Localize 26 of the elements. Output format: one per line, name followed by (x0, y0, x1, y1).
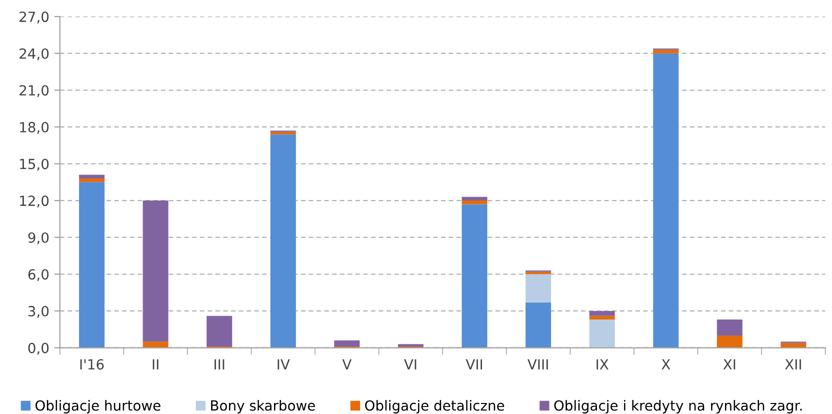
x-tick-label: IX (596, 359, 608, 370)
legend-label: Obligacje detaliczne (365, 400, 504, 414)
y-tick-label: 3,0 (28, 306, 49, 318)
x-tick-label: II (152, 359, 158, 370)
y-tick-label: 9,0 (28, 232, 49, 244)
legend-label: Obligacje hurtowe (35, 400, 160, 414)
x-tick-label: VI (404, 359, 416, 370)
x-tick-label: III (214, 359, 224, 370)
legend-label: Bony skarbowe (211, 400, 315, 414)
y-tick-label: 27,0 (20, 12, 49, 24)
y-tick-label: 24,0 (20, 48, 49, 60)
y-tick-label: 18,0 (20, 122, 49, 134)
y-tick-label: 6,0 (28, 269, 49, 282)
x-tick-label: VII (466, 359, 482, 370)
x-tick-label: X (662, 359, 670, 370)
y-tick-label: 15,0 (20, 158, 49, 171)
y-tick-label: 12,0 (20, 196, 49, 208)
x-tick-label: VIII (528, 359, 548, 370)
x-tick-label: V (342, 359, 352, 370)
x-tick-label: IV (278, 359, 290, 370)
x-tick-label: XII (785, 359, 801, 370)
x-tick-label: I'16 (80, 359, 104, 370)
y-tick-label: 0,0 (28, 342, 49, 355)
legend-label: Obligacje i kredyty na rynkach zagr. (554, 400, 802, 414)
x-tick-label: XI (723, 359, 736, 370)
y-tick-label: 21,0 (20, 85, 49, 98)
